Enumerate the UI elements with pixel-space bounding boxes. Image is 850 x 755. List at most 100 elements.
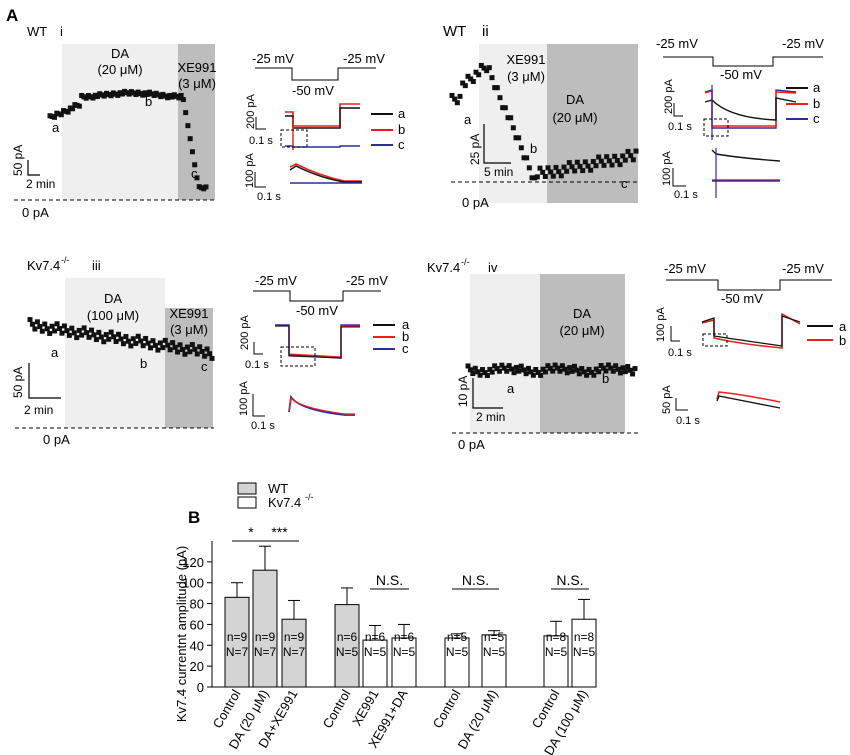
zoom-scale-bar	[254, 172, 266, 188]
data-point	[29, 321, 35, 327]
drug1-bar	[65, 278, 165, 428]
data-point	[509, 366, 515, 372]
data-point	[138, 338, 144, 344]
mark-c: c	[201, 359, 208, 374]
scale-x-label: 2 min	[24, 403, 53, 417]
data-point	[165, 342, 171, 348]
data-point	[492, 85, 498, 91]
data-point	[148, 345, 154, 351]
data-point	[486, 65, 492, 71]
scale-x-label: 5 min	[484, 165, 513, 179]
mark-a: a	[51, 345, 59, 360]
data-point	[526, 165, 532, 171]
scale-bar	[472, 378, 503, 409]
bar-N-label: N=7	[283, 645, 306, 659]
data-point	[452, 96, 458, 102]
data-point	[192, 346, 198, 352]
data-point	[504, 368, 510, 374]
data-point	[465, 73, 471, 79]
data-point	[150, 338, 156, 344]
data-point	[510, 125, 516, 131]
data-point	[505, 115, 511, 121]
sig-label: ***	[271, 524, 288, 540]
data-point	[534, 174, 540, 180]
timeseries-points	[449, 62, 639, 181]
data-point	[54, 321, 60, 327]
data-point	[617, 162, 623, 168]
data-point	[185, 123, 191, 129]
bar-n-label: n=9	[227, 630, 248, 644]
data-point	[579, 366, 585, 372]
data-point	[81, 325, 87, 331]
data-point	[93, 337, 99, 343]
bar	[444, 637, 470, 688]
data-point	[593, 163, 599, 169]
scale-y-label: 50 pA	[11, 145, 25, 176]
data-point	[521, 155, 527, 161]
data-point	[614, 157, 620, 163]
data-point	[162, 337, 168, 343]
trace-scale-y: 100 pA	[655, 306, 667, 342]
zoom-scale-bar	[252, 394, 265, 417]
y-tick-label: 40	[190, 638, 204, 653]
data-point	[96, 329, 102, 335]
timeseries-points	[27, 317, 215, 361]
data-point	[528, 369, 534, 375]
trace-scale-bar	[673, 103, 683, 117]
data-point	[44, 326, 50, 332]
sig-label: *	[248, 524, 254, 540]
legend-swatch-ko	[237, 496, 257, 509]
data-point	[66, 332, 72, 338]
data-point	[49, 323, 55, 329]
protocol-step: -50 mV	[292, 83, 334, 98]
data-point	[84, 330, 90, 336]
data-point	[588, 167, 594, 173]
y-tick-label: 60	[190, 617, 204, 632]
data-point	[628, 153, 634, 159]
data-point	[187, 349, 193, 355]
data-point	[160, 345, 166, 351]
voltage-protocol	[663, 56, 823, 67]
significance-brackets: * ***N.S. N.S. N.S.	[232, 524, 589, 590]
bar-N-label: N=5	[573, 645, 596, 659]
data-point	[184, 344, 190, 350]
data-point	[605, 362, 611, 368]
data-point	[187, 136, 193, 142]
data-point	[526, 365, 532, 371]
bar	[224, 596, 250, 688]
data-point	[609, 162, 615, 168]
data-point	[608, 365, 614, 371]
protocol-hold-right: -25 mV	[782, 261, 824, 276]
trace-scale-bar	[255, 117, 266, 130]
legend-c: c	[398, 137, 405, 152]
data-point	[581, 369, 587, 375]
data-point	[467, 367, 473, 373]
data-point	[630, 371, 636, 377]
data-point	[65, 109, 71, 115]
data-point	[603, 368, 609, 374]
drug2-name: XE991	[169, 306, 208, 321]
data-point	[94, 94, 100, 100]
y-tick-label: 80	[190, 597, 204, 612]
zoom-scale-x: 0.1 s	[676, 415, 700, 427]
scale-x-label: 2 min	[26, 177, 55, 191]
data-point	[470, 78, 476, 84]
zoom-scale-bar	[675, 398, 688, 411]
bar-N-label: N=5	[393, 645, 416, 659]
legend-b: b	[813, 96, 820, 111]
data-point	[61, 323, 67, 329]
bar-N-label: N=5	[545, 645, 568, 659]
bar-n-label: n=6	[394, 630, 415, 644]
protocol-hold-left: -25 mV	[255, 273, 297, 288]
bar	[252, 569, 278, 688]
panel-ii: WT ii XE991 (3 μM) DA (20 μM) 0 pA a b c…	[443, 23, 824, 210]
genotype-label: Kv7.4	[427, 260, 460, 275]
data-point	[553, 164, 559, 170]
data-point	[194, 175, 200, 181]
data-point	[580, 168, 586, 174]
data-point	[42, 321, 48, 327]
drug2-bar	[165, 308, 213, 428]
legend-ko: Kv7.4	[268, 495, 301, 510]
drug1-conc: (3 μM)	[507, 69, 545, 84]
data-point	[179, 347, 185, 353]
